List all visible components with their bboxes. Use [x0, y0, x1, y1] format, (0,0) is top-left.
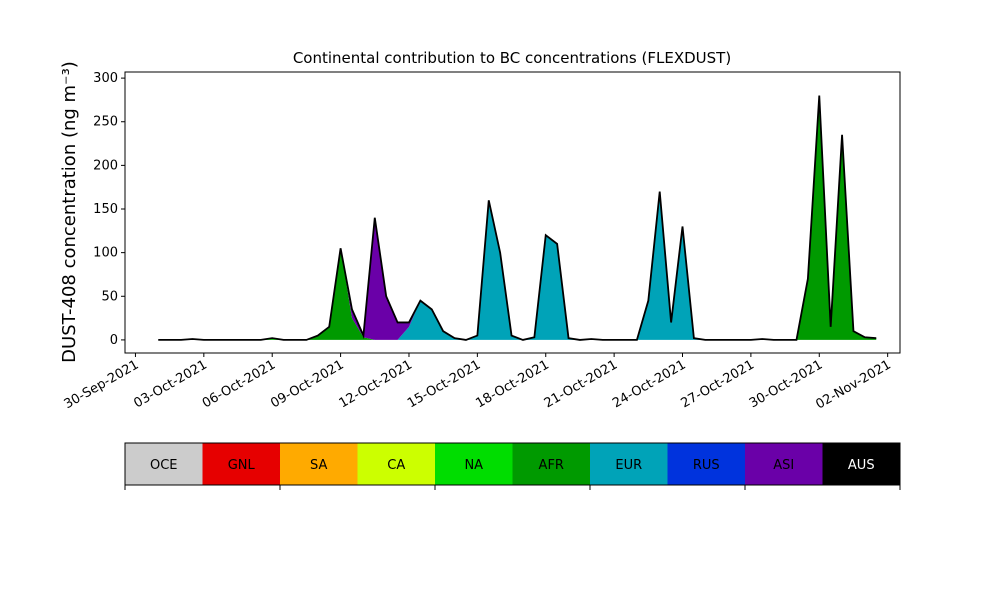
- chart-title: Continental contribution to BC concentra…: [293, 49, 731, 67]
- y-tick-label: 100: [93, 246, 118, 261]
- y-tick-label: 150: [93, 202, 118, 217]
- colorbar-swatch: [280, 443, 358, 485]
- colorbar-label: ASI: [773, 458, 794, 473]
- y-tick-label: 300: [93, 71, 118, 86]
- colorbar-label: OCE: [150, 458, 178, 473]
- colorbar-label: CA: [387, 458, 405, 473]
- colorbar-swatch: [822, 443, 900, 485]
- colorbar-swatch: [745, 443, 823, 485]
- y-tick-label: 200: [93, 158, 118, 173]
- colorbar-frame: [124, 442, 901, 486]
- plot-frame: [124, 71, 901, 354]
- y-tick-label: 50: [101, 289, 118, 304]
- colorbar-label: AUS: [848, 458, 875, 473]
- colorbar-label: RUS: [693, 458, 720, 473]
- colorbar-swatch: [125, 443, 203, 485]
- colorbar-swatch: [202, 443, 280, 485]
- colorbar-swatch: [512, 443, 590, 485]
- colorbar-ticks: [124, 485, 901, 490]
- colorbar-swatch: [667, 443, 745, 485]
- colorbar-label: GNL: [228, 458, 256, 473]
- colorbar-swatch: [435, 443, 513, 485]
- colorbar-swatch: [357, 443, 435, 485]
- colorbar-label: NA: [464, 458, 483, 473]
- colorbar-label: AFR: [539, 458, 564, 473]
- y-tick-label: 250: [93, 115, 118, 130]
- area: [158, 95, 877, 340]
- colorbar-label: EUR: [615, 458, 642, 473]
- colorbar-swatch: [590, 443, 668, 485]
- total-outline: [158, 95, 877, 341]
- y-tick-label: 0: [110, 333, 118, 348]
- y-axis-label: DUST-408 concentration (ng m⁻³): [59, 61, 80, 363]
- colorbar-label: SA: [310, 458, 327, 473]
